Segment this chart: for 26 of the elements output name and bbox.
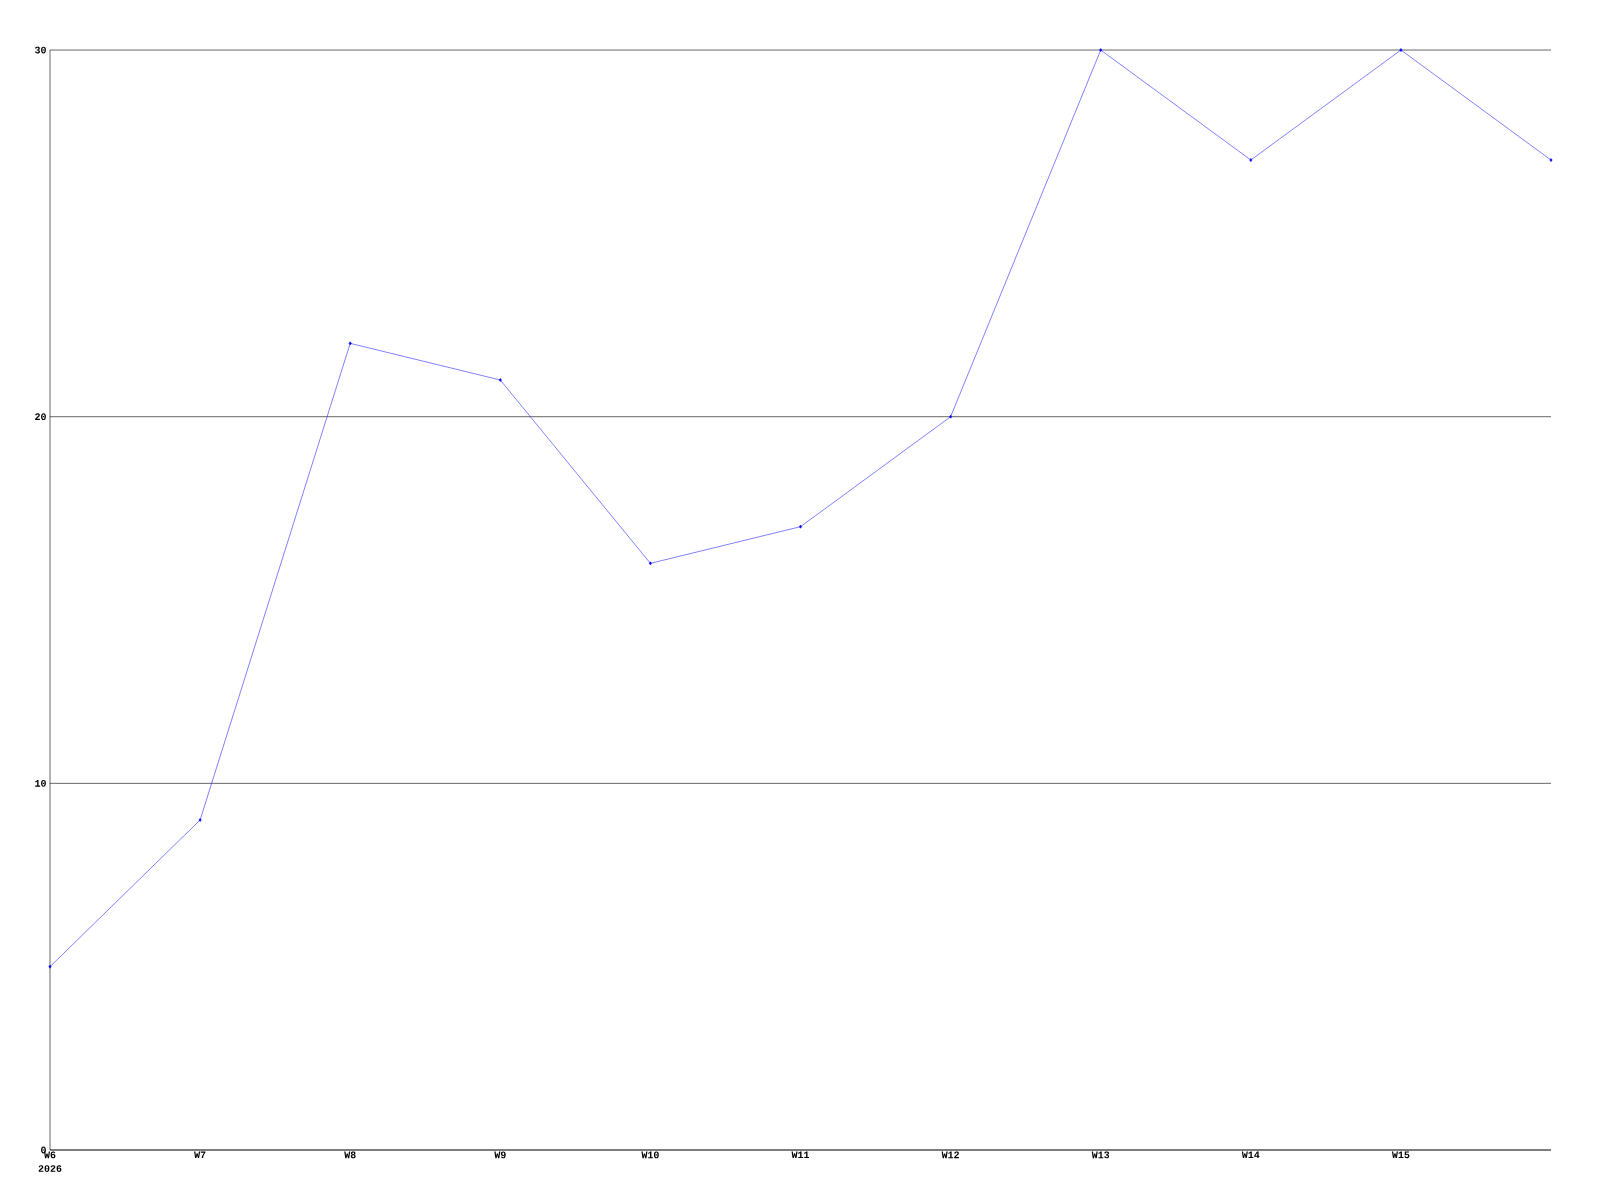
x-tick-label: W13 xyxy=(1091,1151,1110,1159)
point xyxy=(1249,158,1253,162)
x-tick-label: W8 xyxy=(344,1151,356,1159)
y-tick-label: 10 xyxy=(35,779,46,787)
point xyxy=(48,964,52,969)
x-tick-label: W10 xyxy=(641,1151,659,1159)
y-tick-label: 0 xyxy=(41,1146,46,1154)
point xyxy=(348,341,352,346)
x-tick-label: W15 xyxy=(1391,1151,1410,1159)
point xyxy=(498,378,502,382)
x-tick-label: W7 xyxy=(194,1151,206,1159)
y-tick-label: 30 xyxy=(34,46,46,54)
point xyxy=(949,414,953,419)
point xyxy=(1549,158,1553,162)
point xyxy=(198,818,202,822)
x-tick-label: W9 xyxy=(494,1151,506,1159)
text: 2026 xyxy=(38,1165,62,1172)
y-tick-label: 20 xyxy=(35,413,46,421)
point xyxy=(1099,48,1103,52)
point xyxy=(1399,48,1403,52)
x-tick-label: W6 xyxy=(44,1151,56,1159)
x-tick-label: W12 xyxy=(941,1151,959,1159)
x-tick-label: W11 xyxy=(791,1151,810,1159)
point xyxy=(799,524,802,529)
point xyxy=(648,561,652,566)
x-tick-label: W14 xyxy=(1241,1151,1260,1159)
